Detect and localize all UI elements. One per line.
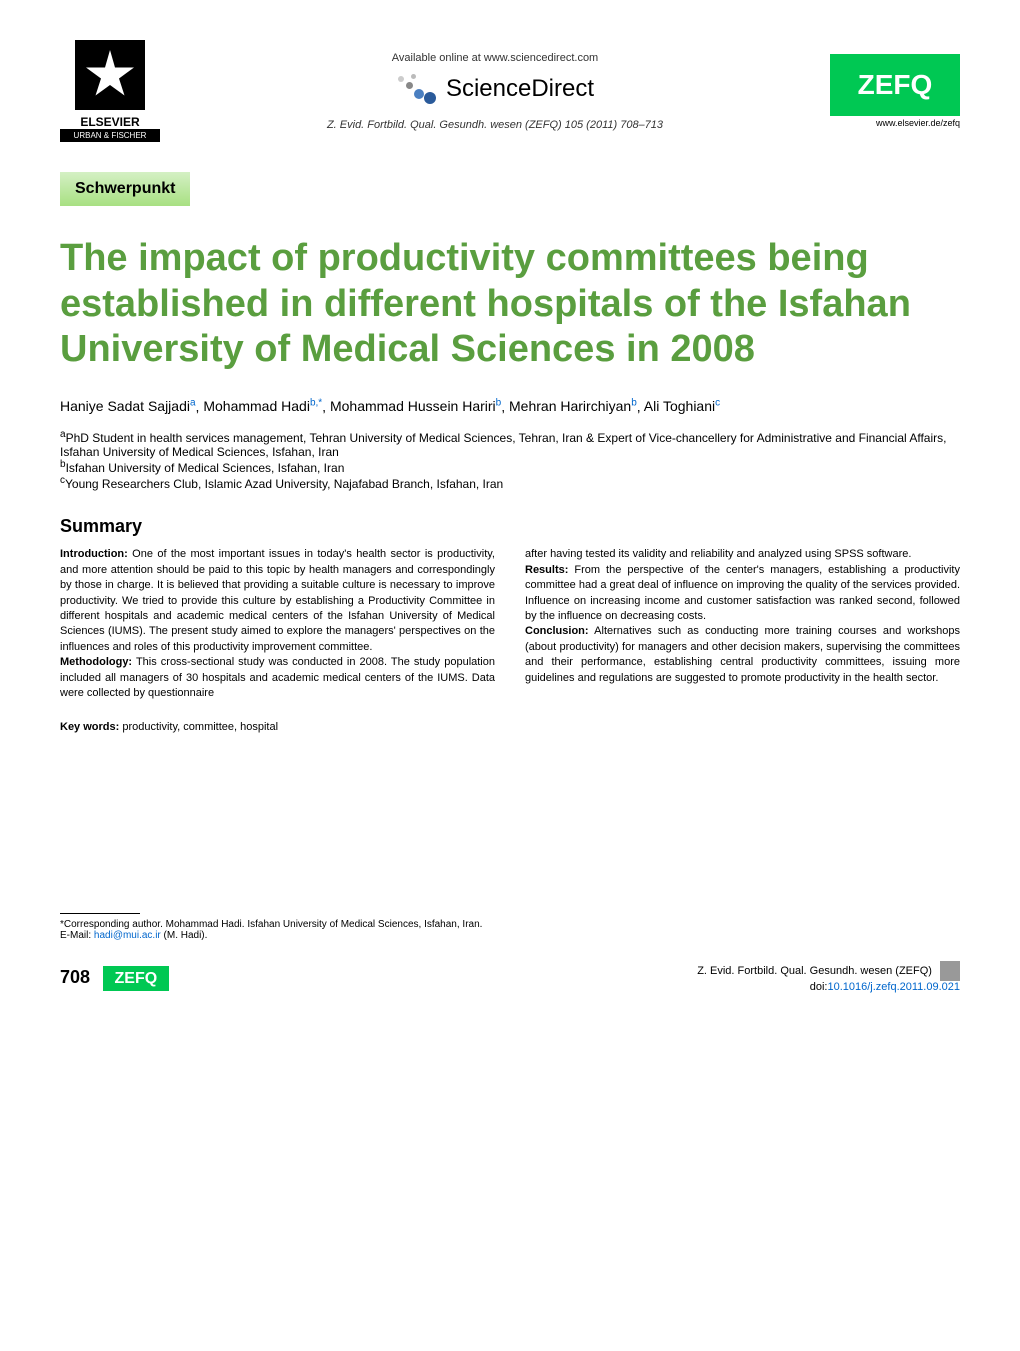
method-label: Methodology: <box>60 656 132 668</box>
doi-link[interactable]: 10.1016/j.zefq.2011.09.021 <box>827 981 960 993</box>
footer-right: Z. Evid. Fortbild. Qual. Gesundh. wesen … <box>697 961 960 993</box>
footer-left: 708 ZEFQ <box>60 967 169 988</box>
zefq-footer-badge: ZEFQ <box>103 966 170 991</box>
email-suffix: (M. Hadi). <box>161 930 208 941</box>
author: Haniye Sadat Sajjadia <box>60 398 196 414</box>
elsevier-logo: ELSEVIER URBAN & FISCHER <box>60 40 160 142</box>
authors-list: Haniye Sadat Sajjadia, Mohammad Hadib,*,… <box>60 398 960 415</box>
results-label: Results: <box>525 564 568 576</box>
journal-citation: Z. Evid. Fortbild. Qual. Gesundh. wesen … <box>160 119 830 131</box>
section-label: Schwerpunkt <box>60 172 190 206</box>
conclusion-text: Alternatives such as conducting more tra… <box>525 625 960 683</box>
summary-column-right: after having tested its validity and rel… <box>525 547 960 701</box>
zefq-logo-box: ZEFQ www.elsevier.de/zefq <box>830 54 960 128</box>
results-text: From the perspective of the center's man… <box>525 564 960 622</box>
footer-rule <box>60 913 140 914</box>
page-footer: 708 ZEFQ Z. Evid. Fortbild. Qual. Gesund… <box>60 961 960 993</box>
zefq-label: ZEFQ <box>830 54 960 116</box>
author: Mohammad Hadib,* <box>203 398 322 414</box>
author: Mohammad Hussein Haririb <box>330 398 501 414</box>
header-center: Available online at www.sciencedirect.co… <box>160 52 830 131</box>
email-link[interactable]: hadi@mui.ac.ir <box>94 930 161 941</box>
doi-prefix: doi: <box>810 981 828 993</box>
affiliation-a: aPhD Student in health services manageme… <box>60 429 960 459</box>
footer-journal-name: Z. Evid. Fortbild. Qual. Gesundh. wesen … <box>697 965 932 977</box>
keywords: Key words: productivity, committee, hosp… <box>60 721 960 733</box>
author: Mehran Harirchiyanb <box>509 398 637 414</box>
zefq-url: www.elsevier.de/zefq <box>830 118 960 128</box>
affiliations: aPhD Student in health services manageme… <box>60 429 960 491</box>
summary-body: Introduction: One of the most important … <box>60 547 960 701</box>
elsevier-footer-icon <box>940 961 960 981</box>
corresponding-author: *Corresponding author. Mohammad Hadi. Is… <box>60 919 960 941</box>
keywords-text: productivity, committee, hospital <box>119 721 278 733</box>
article-title: The impact of productivity committees be… <box>60 236 960 373</box>
affiliation-b: bIsfahan University of Medical Sciences,… <box>60 459 960 475</box>
email-label: E-Mail: <box>60 930 94 941</box>
intro-label: Introduction: <box>60 548 128 560</box>
summary-column-left: Introduction: One of the most important … <box>60 547 495 701</box>
conclusion-label: Conclusion: <box>525 625 589 637</box>
elsevier-name: ELSEVIER <box>60 115 160 129</box>
intro-text: One of the most important issues in toda… <box>60 548 495 652</box>
sciencedirect-text: ScienceDirect <box>446 75 594 103</box>
author: Ali Toghianic <box>644 398 720 414</box>
summary-heading: Summary <box>60 516 960 537</box>
elsevier-imprint: URBAN & FISCHER <box>60 129 160 142</box>
keywords-label: Key words: <box>60 721 119 733</box>
sciencedirect-logo: ScienceDirect <box>160 74 830 104</box>
affiliation-c: cYoung Researchers Club, Islamic Azad Un… <box>60 475 960 491</box>
available-online-text: Available online at www.sciencedirect.co… <box>160 52 830 64</box>
elsevier-tree-icon <box>75 40 145 110</box>
corresponding-text: *Corresponding author. Mohammad Hadi. Is… <box>60 919 482 930</box>
page-header: ELSEVIER URBAN & FISCHER Available onlin… <box>60 40 960 142</box>
sciencedirect-icon <box>396 74 436 104</box>
method-text-cont: after having tested its validity and rel… <box>525 548 911 560</box>
page-number: 708 <box>60 967 90 987</box>
